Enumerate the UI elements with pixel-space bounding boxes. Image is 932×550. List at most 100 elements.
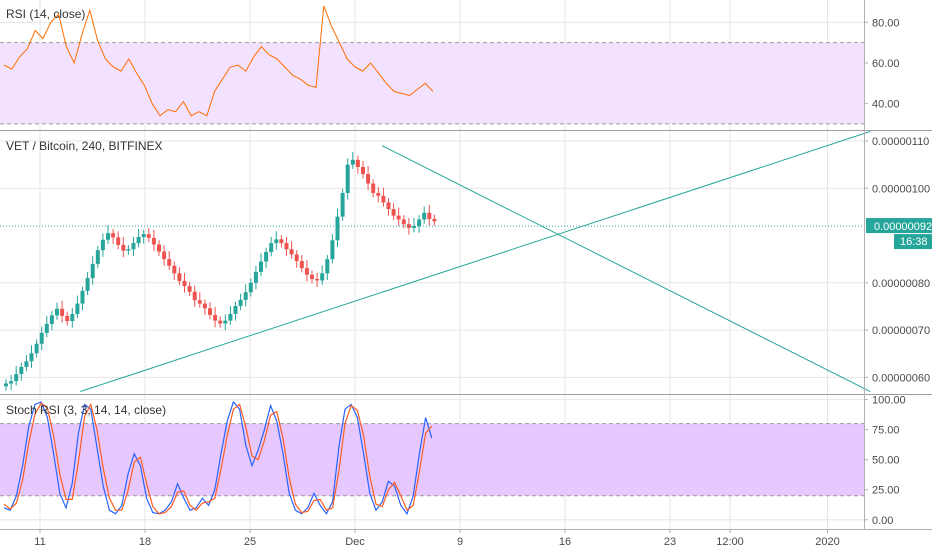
stoch-pane[interactable]: Stoch RSI (3, 3, 14, 14, close) <box>0 400 864 516</box>
candle-body <box>55 308 59 316</box>
y-tick-label: 0.00000070 <box>872 325 930 337</box>
candle-body <box>412 226 416 228</box>
candle-body <box>264 252 269 262</box>
trendline[interactable] <box>80 131 871 393</box>
candle-body <box>49 315 54 324</box>
candle-body <box>39 332 44 344</box>
candle-body <box>335 216 340 241</box>
candle-body <box>315 279 320 281</box>
x-tick-label: 16 <box>559 536 571 548</box>
candle-body <box>213 314 218 321</box>
last-price-tag-bg <box>866 218 932 234</box>
y-tick-label: 0.00000060 <box>872 372 930 384</box>
candle-body <box>386 202 391 210</box>
candle-body <box>417 219 422 227</box>
candle-body <box>14 374 19 382</box>
candle-body <box>167 259 172 266</box>
candle-body <box>218 320 223 324</box>
candle-body <box>19 366 24 375</box>
rsi-title: RSI (14, close) <box>6 7 85 21</box>
x-tick-labels: 11 18 25 Dec 9 16 23 12:00 2020 <box>34 529 840 548</box>
candle-body <box>9 381 14 384</box>
candle-body <box>131 243 136 250</box>
rsi-band-lines <box>0 42 864 125</box>
y-tick-label: 0.00 <box>872 515 893 527</box>
y-tick-label: 80.00 <box>872 17 900 29</box>
candle-body <box>259 261 263 272</box>
candle-body <box>90 263 95 279</box>
candle-body <box>136 236 141 244</box>
last-price-label: 0.00000092 <box>874 221 932 233</box>
stoch-k-line <box>3 400 433 516</box>
candle-body <box>371 183 376 193</box>
y-tick-label: 25.00 <box>872 485 900 497</box>
candle-body <box>350 159 355 165</box>
candle-body <box>111 233 116 238</box>
candle-body <box>269 243 274 253</box>
candle-body <box>60 308 65 316</box>
x-tick-label: Dec <box>345 536 365 548</box>
candle-body <box>330 240 335 260</box>
x-tick-label: 2020 <box>815 536 839 548</box>
candle-body <box>44 323 49 333</box>
candle-body <box>355 159 360 167</box>
candle-body <box>100 239 105 251</box>
candle-body <box>70 314 75 322</box>
candle-body <box>24 361 29 367</box>
time-tag-bg <box>894 234 932 250</box>
candle-body <box>381 195 386 203</box>
candle-body <box>172 265 177 274</box>
candle-body <box>233 305 238 314</box>
candle-body <box>162 251 167 260</box>
countdown-label: 16:38 <box>900 236 928 248</box>
candle-body <box>146 234 151 238</box>
candle-body <box>126 249 131 251</box>
rsi-pane[interactable]: RSI (14, close) <box>0 5 864 125</box>
x-tick-label: 12:00 <box>716 536 744 548</box>
y-tick-label: 100.00 <box>872 395 906 407</box>
candle-body <box>248 282 253 293</box>
trendline[interactable] <box>381 145 871 392</box>
candle-body <box>243 292 248 300</box>
y-tick-label: 40.00 <box>872 99 900 111</box>
candle-body <box>80 290 85 304</box>
candle-body <box>274 239 279 244</box>
candle-body <box>432 218 437 222</box>
stoch-title: Stoch RSI (3, 3, 14, 14, close) <box>6 403 166 417</box>
candle-body <box>202 303 207 309</box>
x-tick-label: 18 <box>139 536 151 548</box>
candle-body <box>116 237 121 245</box>
candle-body <box>121 244 126 251</box>
candles <box>4 151 437 391</box>
candle-body <box>192 291 197 301</box>
rsi-band <box>0 42 864 124</box>
stoch-band-lines <box>0 423 864 497</box>
price-scale[interactable]: 80.0060.0040.000.000001100.000001000.000… <box>864 0 932 529</box>
candle-body <box>310 274 314 280</box>
candle-body <box>34 343 39 354</box>
y-tick-label: 0.00000100 <box>872 183 930 195</box>
candle-body <box>294 254 299 262</box>
candle-body <box>182 280 187 287</box>
candle-body <box>151 237 156 245</box>
candle-body <box>85 278 90 291</box>
candle-body <box>401 219 406 225</box>
trendlines[interactable] <box>80 131 871 393</box>
last-price-tag: 0.00000092 16:38 <box>866 218 932 250</box>
y-tick-label: 0.00000080 <box>872 278 930 290</box>
candle-body <box>361 166 365 175</box>
candle-body <box>289 249 294 255</box>
candle-body <box>299 261 304 269</box>
candle-body <box>95 250 100 264</box>
x-tick-label: 11 <box>34 536 45 548</box>
candle-body <box>391 209 396 216</box>
time-axis[interactable]: 11 18 25 Dec 9 16 23 12:00 2020 <box>0 529 932 548</box>
candle-body <box>197 300 202 304</box>
candle-body <box>320 273 325 281</box>
candle-body <box>223 320 228 324</box>
candle-body <box>4 383 8 387</box>
price-pane[interactable]: VET / Bitcoin, 240, BITFINEX <box>0 131 871 393</box>
candle-body <box>238 299 243 306</box>
candle-body <box>279 239 284 244</box>
